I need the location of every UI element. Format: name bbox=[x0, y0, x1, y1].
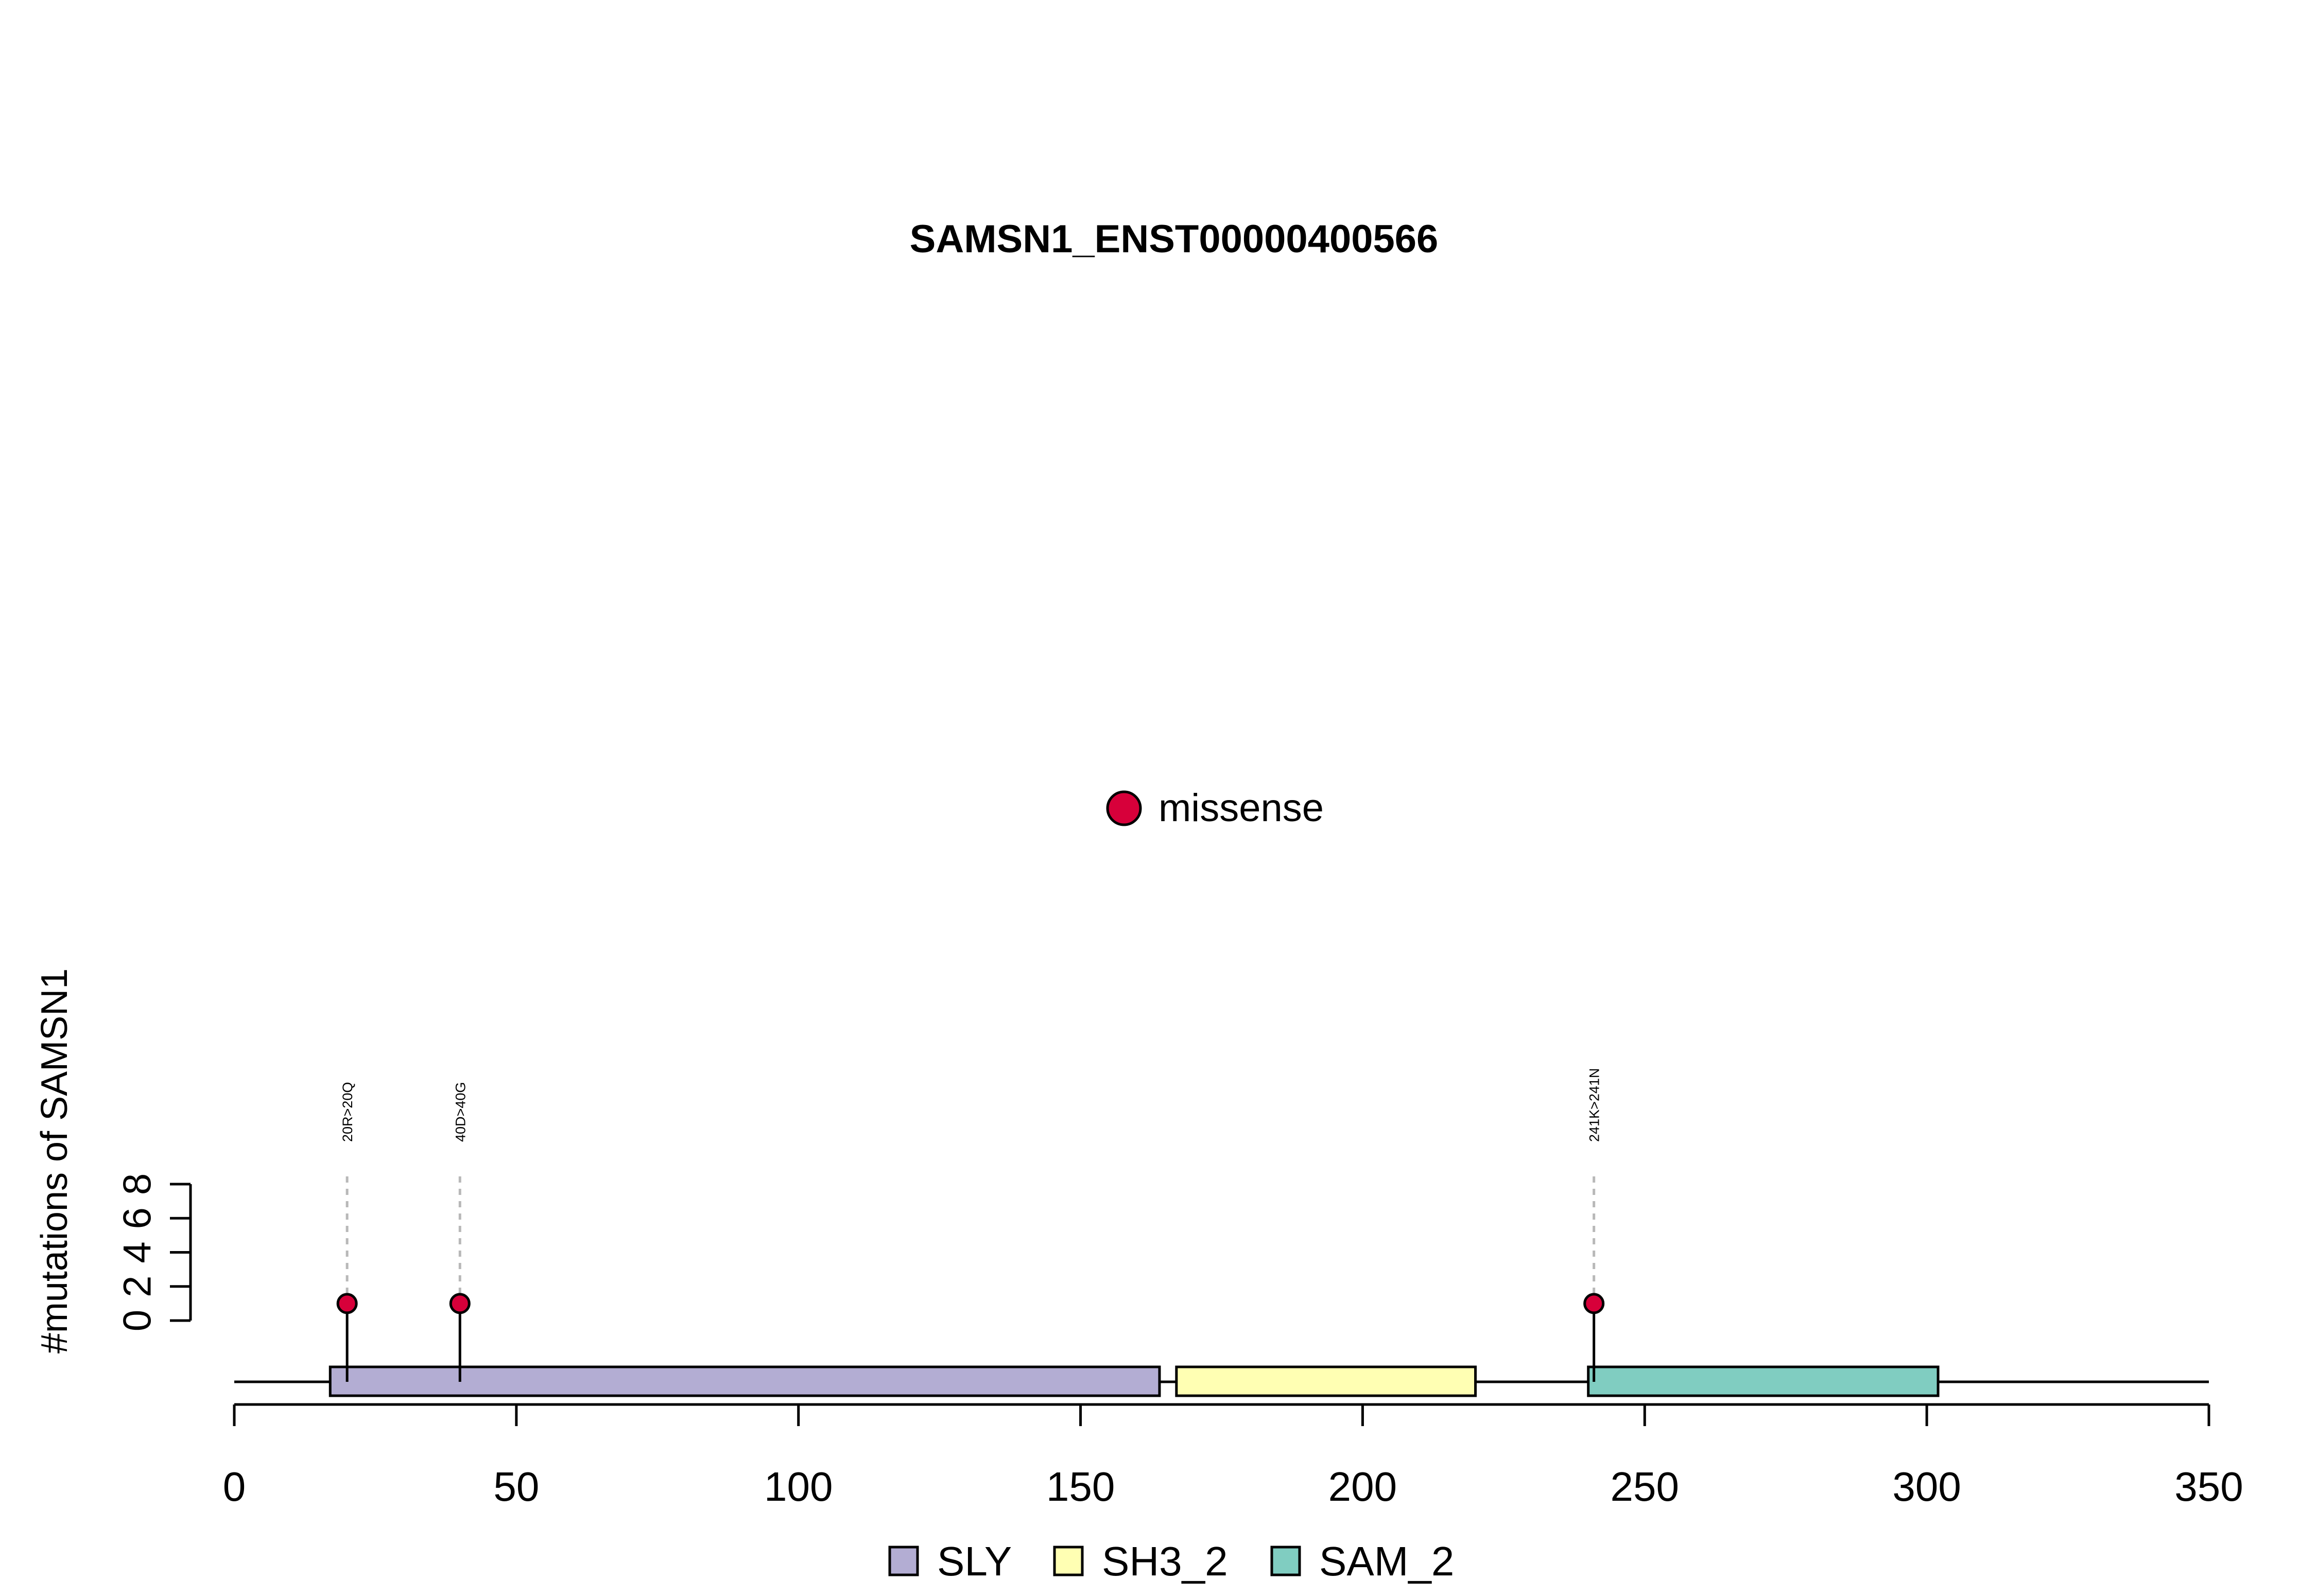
x-tick-label-350: 350 bbox=[2174, 1464, 2243, 1510]
y-tick-label-0: 0 bbox=[116, 1310, 160, 1331]
legend-sh3-2-label: SH3_2 bbox=[1102, 1538, 1228, 1584]
x-tick-label-100: 100 bbox=[764, 1464, 833, 1510]
label-40d-to-40g: 40D>40G bbox=[453, 1082, 468, 1142]
mutation-guides bbox=[345, 1176, 1596, 1304]
lollipop-stems bbox=[345, 1303, 1596, 1382]
y-tick-label-2: 2 bbox=[116, 1276, 160, 1297]
legend-missense-label: missense bbox=[1158, 786, 1324, 830]
y-tick-label-4: 4 bbox=[116, 1241, 160, 1263]
y-axis: 0 2 4 6 8 bbox=[116, 1173, 192, 1331]
lollipop-heads bbox=[336, 1293, 1605, 1314]
x-tick-label-150: 150 bbox=[1046, 1464, 1115, 1510]
legend-sam-2-swatch bbox=[1270, 1546, 1301, 1576]
mutation-legend: missense bbox=[1106, 786, 1324, 830]
domain-sly bbox=[328, 1365, 1161, 1397]
mutation-labels: 20R>20Q 40D>40G 241K>241N bbox=[340, 1068, 1602, 1142]
legend-missense-marker bbox=[1106, 790, 1142, 826]
head-20r-to-20q bbox=[336, 1293, 358, 1314]
x-tick-label-0: 0 bbox=[223, 1464, 246, 1510]
head-241k-to-241n bbox=[1583, 1293, 1605, 1314]
y-tick-label-8: 8 bbox=[116, 1173, 160, 1195]
domain-sh3-2 bbox=[1175, 1365, 1477, 1397]
domain-sam-2 bbox=[1587, 1365, 1940, 1397]
legend-sam-2-label: SAM_2 bbox=[1319, 1538, 1454, 1584]
x-tick-label-50: 50 bbox=[493, 1464, 539, 1510]
label-20r-to-20q: 20R>20Q bbox=[340, 1082, 355, 1142]
y-axis-label: #mutations of SAMSN1 bbox=[34, 968, 75, 1354]
legend-sly-swatch bbox=[888, 1546, 919, 1576]
chart-title: SAMSN1_ENST00000400566 bbox=[910, 217, 1439, 261]
x-tick-label-300: 300 bbox=[1892, 1464, 1961, 1510]
head-40d-to-40g bbox=[449, 1293, 471, 1314]
x-axis: 0 50 100 150 200 250 300 350 bbox=[223, 1403, 2243, 1510]
label-241k-to-241n: 241K>241N bbox=[1587, 1068, 1602, 1142]
x-tick-label-250: 250 bbox=[1611, 1464, 1679, 1510]
legend-sh3-2-swatch bbox=[1053, 1546, 1084, 1576]
y-tick-label-6: 6 bbox=[116, 1207, 160, 1229]
domain-boxes bbox=[328, 1365, 1940, 1397]
domain-legend: SLY SH3_2 SAM_2 bbox=[888, 1538, 1454, 1584]
legend-sly-label: SLY bbox=[937, 1538, 1012, 1584]
x-tick-label-200: 200 bbox=[1328, 1464, 1397, 1510]
